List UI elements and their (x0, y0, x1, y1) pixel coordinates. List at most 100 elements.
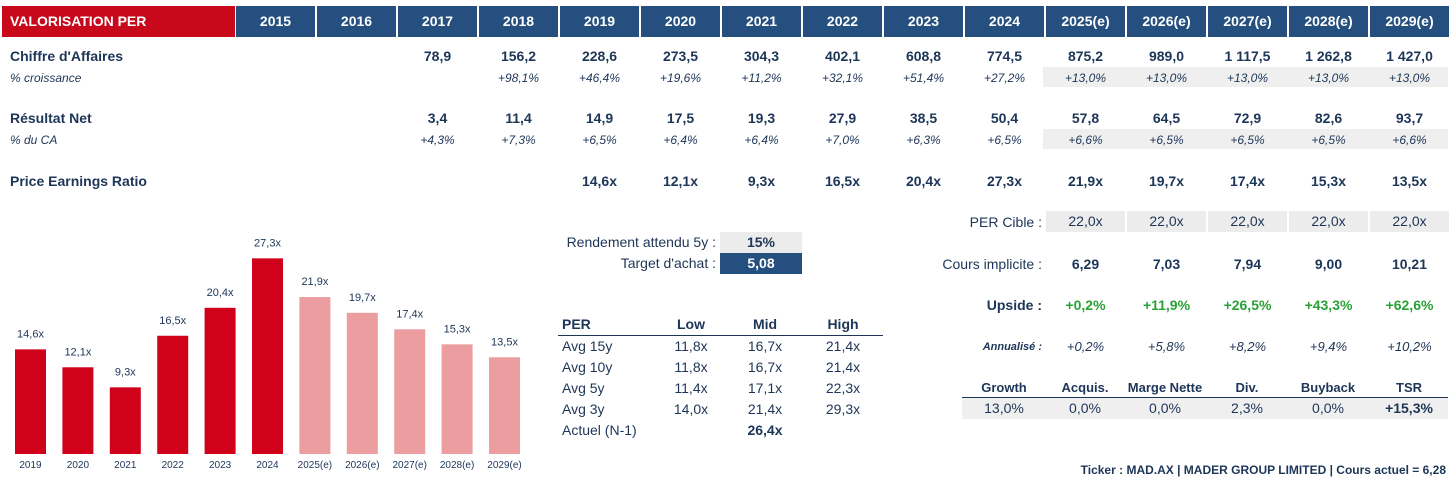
ca-cell: 989,0 (1148, 48, 1185, 64)
rn_margin-cell: +6,5% (1230, 133, 1265, 147)
ca_growth-cell: +11,2% (741, 71, 782, 85)
per-bar (489, 357, 520, 454)
ca-cell: 1 262,8 (1305, 48, 1352, 64)
ca-cell: 1 117,5 (1224, 48, 1271, 64)
per-row-value: 22,3x (825, 380, 861, 396)
bar-value-label: 12,1x (64, 346, 91, 358)
bar-value-label: 14,6x (17, 328, 44, 340)
cours-implicite-value: 10,21 (1391, 256, 1428, 272)
per-row-label: Actuel (N-1) (562, 422, 637, 438)
ca-cell: 78,9 (423, 48, 452, 64)
year-header: 2028(e) (1289, 6, 1368, 37)
per-bar (157, 335, 189, 454)
rn_margin-cell: +7,3% (501, 133, 536, 147)
ca-cell: 304,3 (743, 48, 780, 64)
x-tick-label: 2019 (19, 460, 42, 471)
per-header-rule (558, 335, 883, 336)
per-cell: 16,5x (824, 173, 861, 189)
per-row-label: Avg 15y (562, 338, 613, 354)
ca-cell: 156,2 (500, 48, 537, 64)
bar-value-label: 13,5x (491, 336, 518, 348)
rn_margin-cell: +6,5% (1149, 133, 1184, 147)
per-bar (109, 387, 141, 454)
year-header: 2025(e) (1046, 6, 1125, 37)
ca-cell: 273,5 (662, 48, 699, 64)
ca-cell: 1 427,0 (1386, 48, 1433, 64)
year-header: 2029(e) (1370, 6, 1449, 37)
header-bar: VALORISATION PER 2015 2016 2017 2018 2019 202… (2, 6, 1450, 37)
rn_margin-cell: +6,4% (744, 133, 779, 147)
rn-cell: 27,9 (828, 110, 857, 126)
bar-value-label: 21,9x (301, 276, 328, 288)
ca-cell: 774,5 (986, 48, 1023, 64)
per-row-value: 21,4x (747, 401, 783, 417)
per-cible-value: 22,0x (1289, 211, 1368, 232)
bar-value-label: 27,3x (254, 237, 281, 249)
per-cell: 13,5x (1391, 173, 1428, 189)
year-header: 2026(e) (1127, 6, 1206, 37)
ca-cell: 402,1 (824, 48, 861, 64)
rn-cell: 82,6 (1314, 110, 1343, 126)
bar-value-label: 17,4x (396, 308, 423, 320)
per-row-value: 11,8x (674, 359, 708, 375)
bar-value-label: 9,3x (115, 366, 136, 378)
per-bar (204, 307, 236, 454)
per-label: Price Earnings Ratio (10, 173, 147, 189)
tsr-header: Acquis. (1061, 380, 1109, 395)
rn-cell: 64,5 (1152, 110, 1181, 126)
year-header: 2016 (317, 6, 396, 37)
year-header: 2024 (965, 6, 1044, 37)
per-cible-value: 22,0x (1370, 211, 1449, 232)
bar-value-label: 19,7x (349, 292, 376, 304)
annualise-value: +5,8% (1147, 339, 1186, 354)
ca_growth-cell: +13,0% (1226, 71, 1269, 85)
per-row-value: 16,7x (747, 338, 783, 354)
per-bar (441, 344, 473, 454)
rn-margin-label: % du CA (10, 133, 58, 147)
ca-cell: 228,6 (581, 48, 618, 64)
per-bar (15, 349, 46, 454)
per-bar-chart: 14,6x 2019 12,1x 2020 9,3x 2021 16,5x 2022 20,4x… (15, 237, 522, 471)
tsr-rule (962, 397, 1448, 398)
rn_margin-cell: +6,5% (987, 133, 1022, 147)
per-cell: 27,3x (986, 173, 1023, 189)
rn-cell: 17,5 (666, 110, 695, 126)
per-cell: 19,7x (1148, 173, 1185, 189)
annualise-label: Annualisé : (982, 341, 1042, 353)
per-cell: 21,9x (1067, 173, 1104, 189)
upside-label: Upside : (986, 297, 1042, 313)
ca_growth-cell: +19,6% (659, 71, 702, 85)
per-row-value: 17,1x (747, 380, 783, 396)
per-row-value: 14,0x (673, 401, 709, 417)
ca_growth-cell: +98,1% (497, 71, 540, 85)
year-header: 2021 (722, 6, 801, 37)
x-tick-label: 2026(e) (345, 460, 379, 471)
x-tick-label: 2029(e) (487, 460, 521, 471)
rn-cell: 72,9 (1233, 110, 1262, 126)
cours-implicite-value: 7,03 (1152, 256, 1181, 272)
tsr-header: TSR (1396, 380, 1422, 395)
annualise-value: +0,2% (1066, 339, 1105, 354)
year-header: 2017 (398, 6, 477, 37)
ca_growth-cell: +32,1% (821, 71, 864, 85)
upside-value: +26,5% (1223, 297, 1272, 313)
x-tick-label: 2024 (256, 460, 279, 471)
per-cible-value: 22,0x (1046, 211, 1125, 232)
per-cible-value: 22,0x (1127, 211, 1206, 232)
year-header: 2018 (479, 6, 558, 37)
per-cell: 12,1x (662, 173, 699, 189)
tsr-header: Growth (981, 380, 1027, 395)
ca-growth-label: % croissance (10, 71, 82, 85)
year-header: 2015 (236, 6, 315, 37)
rn-cell: 11,4 (505, 110, 532, 126)
rn-label: Résultat Net (10, 110, 92, 126)
tsr-header: Marge Nette (1127, 380, 1203, 395)
tsr-value: 13,0% (984, 400, 1024, 416)
bar-value-label: 20,4x (207, 287, 234, 299)
rendement-value: 15% (720, 232, 802, 253)
per-bar (252, 258, 283, 454)
per-bar (394, 329, 426, 454)
ca_growth-cell: +27,2% (983, 71, 1026, 85)
per-cell: 14,6x (581, 173, 618, 189)
cours-implicite-value: 9,00 (1314, 256, 1343, 272)
